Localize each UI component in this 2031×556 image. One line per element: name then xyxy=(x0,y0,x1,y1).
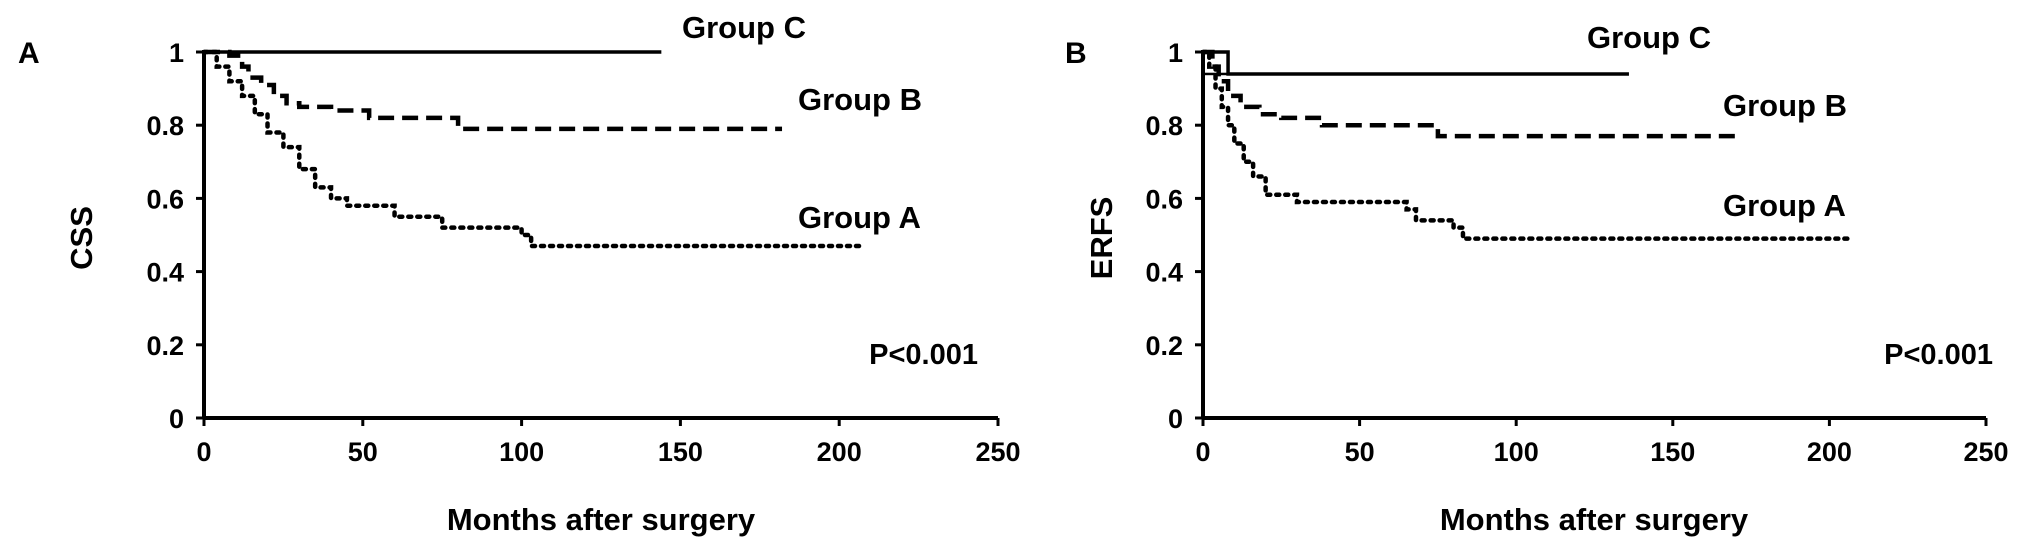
series-line-group-a xyxy=(1200,49,1851,241)
y-tick-label: 0.6 xyxy=(1145,184,1183,214)
y-tick-label: 0 xyxy=(1168,404,1183,434)
x-tick-label: 250 xyxy=(1963,437,2008,467)
series-label-group-a: Group A xyxy=(798,200,921,235)
series-label-group-b: Group B xyxy=(1723,88,1847,123)
y-tick-label: 0.2 xyxy=(146,331,184,361)
series-line-group-b xyxy=(1203,49,1736,139)
y-tick-label: 0.8 xyxy=(1145,111,1183,141)
y-axis-title: ERFS xyxy=(1084,197,1119,280)
y-tick-label: 0.8 xyxy=(146,111,184,141)
censor-marker-box xyxy=(1201,50,1230,76)
y-tick-label: 0.6 xyxy=(146,184,184,214)
panel-letter: B xyxy=(1065,37,1087,70)
series-label-group-a: Group A xyxy=(1723,188,1846,223)
x-tick-label: 250 xyxy=(975,437,1020,467)
y-tick-label: 0 xyxy=(169,404,184,434)
x-tick-label: 200 xyxy=(817,437,862,467)
x-tick-label: 100 xyxy=(499,437,544,467)
x-axis-title: Months after surgery xyxy=(447,502,756,537)
y-tick-label: 0.4 xyxy=(1145,258,1183,288)
panel-a: A 0 0.2 0.4 0.6 0.8 1 0 50 100 150 200 250 Months aft… xyxy=(18,10,1021,537)
series-line-group-a xyxy=(201,49,867,249)
p-value-annotation: P<0.001 xyxy=(869,339,978,371)
x-tick-label: 50 xyxy=(1345,437,1375,467)
x-axis-title: Months after surgery xyxy=(1440,502,1749,537)
series-line-group-c xyxy=(1203,50,1629,76)
series-label-group-c: Group C xyxy=(682,10,806,45)
series-label-group-c: Group C xyxy=(1587,20,1711,55)
y-tick-label: 0.2 xyxy=(1145,331,1183,361)
x-tick-label: 200 xyxy=(1807,437,1852,467)
x-tick-label: 0 xyxy=(1195,437,1210,467)
y-tick-label: 1 xyxy=(169,38,184,68)
y-axis-title: CSS xyxy=(64,206,99,270)
series-line-group-b xyxy=(204,49,783,132)
x-tick-label: 100 xyxy=(1494,437,1539,467)
p-value-annotation: P<0.001 xyxy=(1884,339,1993,371)
x-tick-label: 150 xyxy=(1650,437,1695,467)
x-tick-label: 0 xyxy=(196,437,211,467)
panel-letter: A xyxy=(18,37,40,70)
x-tick-label: 150 xyxy=(658,437,703,467)
x-tick-label: 50 xyxy=(348,437,378,467)
y-tick-label: 1 xyxy=(1168,38,1183,68)
y-tick-label: 0.4 xyxy=(146,258,184,288)
series-label-group-b: Group B xyxy=(798,82,922,117)
panel-b: B 0 0.2 0.4 0.6 0.8 1 0 50 100 150 200 250 Months aft… xyxy=(1065,20,2009,537)
